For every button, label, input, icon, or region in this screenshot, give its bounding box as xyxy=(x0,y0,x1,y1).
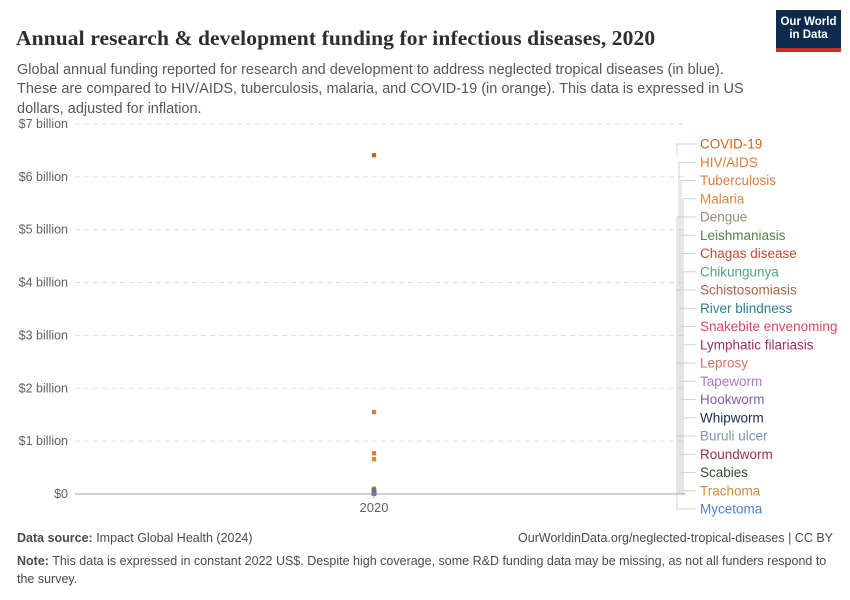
legend-label-hookworm[interactable]: Hookworm xyxy=(700,392,765,407)
data-source-label: Data source: xyxy=(17,531,93,545)
chart-subtitle: Global annual funding reported for resea… xyxy=(17,61,744,117)
y-tick-label-0: $0 xyxy=(54,487,68,501)
legend-connector-3 xyxy=(682,198,696,460)
data-source-line: Data source: Impact Global Health (2024) xyxy=(17,531,253,545)
legend-label-lymphatic-filariasis[interactable]: Lymphatic filariasis xyxy=(700,337,814,352)
y-tick-label-2: $2 billion xyxy=(19,381,68,395)
footer-source-row: Data source: Impact Global Health (2024)… xyxy=(17,531,833,545)
legend-connector-15 xyxy=(682,417,696,494)
legend-connector-11 xyxy=(682,344,696,493)
owid-logo-line2: in Data xyxy=(789,29,828,41)
legend-label-scabies[interactable]: Scabies xyxy=(700,465,748,480)
y-tick-label-6: $6 billion xyxy=(19,170,68,184)
legend-label-chikungunya[interactable]: Chikungunya xyxy=(700,264,779,279)
owid-logo[interactable]: Our World in Data xyxy=(776,10,841,52)
legend-label-buruli-ulcer[interactable]: Buruli ulcer xyxy=(700,429,768,444)
legend-connector-1 xyxy=(678,161,696,413)
data-point-malaria[interactable] xyxy=(371,456,377,462)
data-point-mycetoma[interactable] xyxy=(371,491,377,497)
data-point-tuberculosis[interactable] xyxy=(371,451,377,456)
legend-label-covid-19[interactable]: COVID-19 xyxy=(700,137,762,152)
legend-label-snakebite-envenoming[interactable]: Snakebite envenoming xyxy=(700,319,837,334)
legend-connector-17 xyxy=(678,453,696,494)
legend-connector-16 xyxy=(676,435,696,494)
legend-label-malaria[interactable]: Malaria xyxy=(700,191,745,206)
x-tick-label: 2020 xyxy=(360,500,389,515)
legend-label-leishmaniasis[interactable]: Leishmaniasis xyxy=(700,228,786,243)
legend-connector-14 xyxy=(680,399,696,494)
y-tick-label-5: $5 billion xyxy=(19,223,68,237)
legend-label-whipworm[interactable]: Whipworm xyxy=(700,410,764,425)
legend-label-mycetoma[interactable]: Mycetoma xyxy=(700,502,763,517)
data-source-value: Impact Global Health (2024) xyxy=(92,531,253,545)
legend-label-leprosy[interactable]: Leprosy xyxy=(700,356,748,371)
legend-label-river-blindness[interactable]: River blindness xyxy=(700,301,793,316)
y-tick-label-4: $4 billion xyxy=(19,276,68,290)
legend-connector-4 xyxy=(676,216,696,489)
legend-label-hiv-aids[interactable]: HIV/AIDS xyxy=(700,155,758,170)
legend-connector-20 xyxy=(676,493,696,510)
legend-label-roundworm[interactable]: Roundworm xyxy=(700,447,773,462)
owid-logo-line1: Our World xyxy=(780,16,837,28)
legend-connector-12 xyxy=(676,362,696,493)
note-label: Note: xyxy=(17,554,49,568)
y-tick-label-7: $7 billion xyxy=(19,117,68,131)
legend-connector-18 xyxy=(680,472,696,494)
legend-connector-13 xyxy=(678,380,696,493)
data-point-hiv-aids[interactable] xyxy=(371,409,377,415)
owid-citation-link[interactable]: OurWorldinData.org/neglected-tropical-di… xyxy=(518,531,833,545)
footer-note: Note: This data is expressed in constant… xyxy=(17,552,835,588)
legend-label-dengue[interactable]: Dengue xyxy=(700,210,747,225)
legend-label-tuberculosis[interactable]: Tuberculosis xyxy=(700,173,776,188)
data-point-covid-19[interactable] xyxy=(371,152,377,158)
legend-connector-0 xyxy=(676,143,696,156)
legend-connector-19 xyxy=(682,490,696,494)
legend-label-schistosomiasis[interactable]: Schistosomiasis xyxy=(700,283,797,298)
legend-connector-8 xyxy=(676,289,696,492)
legend-label-trachoma[interactable]: Trachoma xyxy=(700,483,761,498)
y-tick-label-1: $1 billion xyxy=(19,434,68,448)
legend-label-chagas-disease[interactable]: Chagas disease xyxy=(700,246,797,261)
page-title: Annual research & development funding fo… xyxy=(16,26,656,51)
legend-label-tapeworm[interactable]: Tapeworm xyxy=(700,374,762,389)
y-tick-label-3: $3 billion xyxy=(19,328,68,342)
note-value: This data is expressed in constant 2022 … xyxy=(17,554,827,586)
